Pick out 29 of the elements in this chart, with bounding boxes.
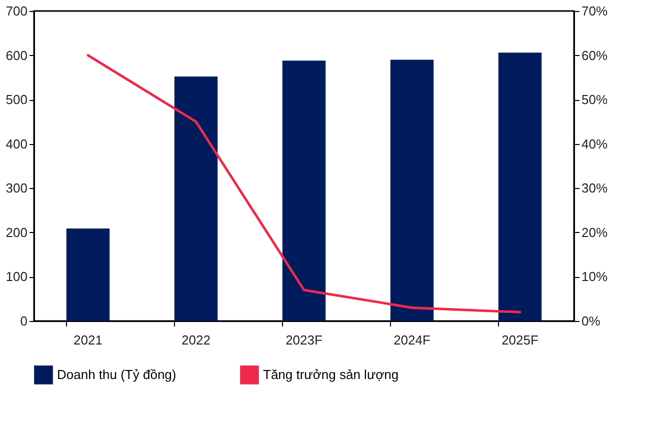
y2-tick-label: 70% xyxy=(582,4,608,18)
y-tick-label: 700 xyxy=(6,4,28,18)
x-tick-label: 2021 xyxy=(74,332,102,348)
y-tick-label: 400 xyxy=(6,136,28,152)
x-tick-label: 2024F xyxy=(394,332,430,348)
x-tick-label: 2023F xyxy=(286,332,322,348)
bar xyxy=(282,60,326,321)
y2-tick-label: 40% xyxy=(582,136,608,152)
y2-tick-label: 10% xyxy=(582,269,608,284)
y2-tick-label: 30% xyxy=(582,180,608,196)
y2-tick-label: 50% xyxy=(582,92,608,108)
x-tick-label: 2025F xyxy=(502,332,538,348)
y-tick-label: 600 xyxy=(6,48,28,63)
y2-tick-label: 60% xyxy=(582,48,608,63)
line-series xyxy=(86,54,522,314)
y-tick-label: 0 xyxy=(20,314,28,328)
bar xyxy=(174,76,218,321)
y-tick-label: 100 xyxy=(6,269,28,284)
x-tick-label: 2022 xyxy=(182,332,210,348)
y-tick-label: 500 xyxy=(6,92,28,108)
bar xyxy=(66,228,110,321)
legend-label: Doanh thu (Tỷ đồng) xyxy=(57,366,176,382)
bar xyxy=(498,52,542,321)
bar xyxy=(390,60,434,321)
y2-tick-label: 20% xyxy=(582,224,608,240)
y-tick-label: 200 xyxy=(6,224,28,240)
y-tick-label: 300 xyxy=(6,180,28,196)
y2-tick-label: 0% xyxy=(582,314,601,328)
legend-label: Tăng trưởng sản lượng xyxy=(263,366,399,382)
